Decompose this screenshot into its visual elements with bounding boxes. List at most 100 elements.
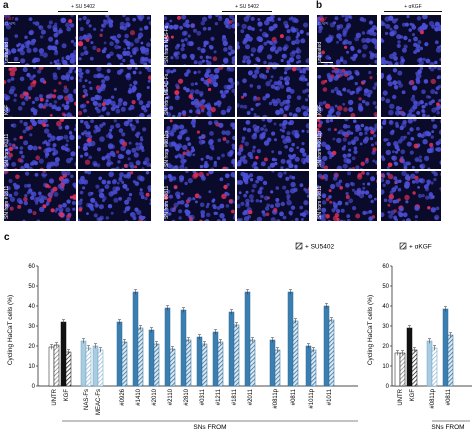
x-tick-label: #0311 xyxy=(200,388,206,405)
bar-n2010-s1 xyxy=(153,343,160,387)
row-label-a-left-3: SN from #1811 xyxy=(4,185,10,219)
y-tick-label: 0 xyxy=(386,384,390,390)
bar-n0811-s0 xyxy=(287,291,294,387)
bar-n0811p-s1 xyxy=(274,349,281,387)
row-label-b-0: untreated xyxy=(317,41,323,63)
legend-label: + αKGF xyxy=(409,244,432,251)
bar-UNTR-s1 xyxy=(399,352,406,387)
x-tick-label: #0811p xyxy=(430,388,436,408)
x-tick-label: #1211 xyxy=(216,388,222,405)
y-axis-label: Cycling HaCaT cells (%) xyxy=(367,295,374,365)
bar-n2810-s0 xyxy=(180,309,187,387)
x-tick-label: UNTR xyxy=(52,388,58,405)
panel-b-header: + αKGF xyxy=(404,4,422,10)
bar-n1011-s1 xyxy=(328,319,335,387)
micrograph-a-right-su-1 xyxy=(236,66,310,118)
bar-n0811-s1 xyxy=(292,320,299,387)
bar-KGF-s0 xyxy=(60,321,67,387)
y-tick-label: 30 xyxy=(28,324,35,330)
y-tick-label: 30 xyxy=(382,324,389,330)
bar-UNTR-s0 xyxy=(48,346,55,387)
panel-c-chart: c 0 10 20 30 40 50 60 UNTR KGF NAS-Fs MEAC-Fs #092… xyxy=(4,232,358,431)
row-label-a-left-0: untreated xyxy=(4,41,10,63)
row-label-b-1: KGF xyxy=(317,104,323,115)
bar-n0926-s0 xyxy=(116,321,123,387)
bar-n1211-s1 xyxy=(217,341,224,387)
bar-n1211-s0 xyxy=(212,331,219,387)
x-tick-label: #0811 xyxy=(446,388,452,405)
x-tick-label: NAS-Fs xyxy=(84,389,90,410)
bar-UNTR-s1 xyxy=(53,344,60,387)
legend-swatch-hatched xyxy=(295,242,303,250)
bar-NAS-Fs-s0 xyxy=(80,340,87,387)
y-tick-label: 20 xyxy=(28,344,35,350)
panel-a-header-left-line xyxy=(58,11,108,12)
bar-n1410-s0 xyxy=(132,291,139,387)
row-label-a-left-1: KGF xyxy=(4,104,10,115)
x-tick-label: MEAC-Fs xyxy=(96,389,102,415)
bar-UNTR-s0 xyxy=(394,352,401,387)
x-tick-label: #1811 xyxy=(232,388,238,405)
micrograph-a-left-su-3 xyxy=(77,170,152,222)
bar-MEAC-Fs-s0 xyxy=(92,345,99,387)
bar-KGF-s1 xyxy=(411,349,418,387)
row-label-b-3: SN from #0811 xyxy=(317,185,323,219)
x-tick-label: #2110 xyxy=(168,388,174,405)
panel-d-legend: + αKGF xyxy=(399,242,432,251)
bar-n0811-s1 xyxy=(447,334,454,387)
panel-b-scalebar xyxy=(321,62,333,63)
row-label-a-left-2: SN from #0311 xyxy=(4,133,10,167)
panel-b-letter: b xyxy=(316,0,323,11)
micrograph-a-left-3 xyxy=(3,170,77,222)
x-tick-label: #2010 xyxy=(152,388,158,405)
x-tick-label: #1011 xyxy=(327,388,333,405)
panel-a-scalebar xyxy=(8,62,20,63)
x-tick-label: #2011 xyxy=(248,388,254,405)
bar-n0311-s1 xyxy=(201,343,208,387)
bar-n1811-s1 xyxy=(233,324,240,387)
panel-c-legend: + SU5402 xyxy=(295,242,334,251)
x-tick-label: #0926 xyxy=(120,388,126,405)
x-tick-label: KGF xyxy=(64,389,70,402)
micrograph-b-2 xyxy=(316,118,378,170)
bar-n1410-s1 xyxy=(137,327,144,387)
x-tick-label: #0811 xyxy=(291,388,297,405)
y-tick-label: 10 xyxy=(28,364,35,370)
bar-n0811p-s0 xyxy=(269,339,276,387)
y-tick-label: 40 xyxy=(382,304,389,310)
bar-n0311-s0 xyxy=(196,336,203,387)
micrograph-a-left-2 xyxy=(3,118,77,170)
panel-b-dapi-label: DAPI xyxy=(318,21,329,26)
y-tick-label: 10 xyxy=(382,364,389,370)
y-tick-label: 50 xyxy=(382,284,389,290)
row-label-a-right-1: SN from MEAC-Fs xyxy=(164,73,170,115)
bar-n0811p-s0 xyxy=(426,340,433,387)
micrograph-b-akgf-2 xyxy=(380,118,442,170)
bar-n2011-s1 xyxy=(249,339,256,387)
x-tick-label: UNTR xyxy=(398,388,404,405)
bar-n0811p-s1 xyxy=(431,347,438,387)
bar-KGF-s0 xyxy=(406,327,413,387)
micrograph-a-left-su-2 xyxy=(77,118,152,170)
bar-KGF-s1 xyxy=(65,351,72,387)
micrograph-b-akgf-3 xyxy=(380,170,442,222)
x-tick-label: #0811p xyxy=(273,388,279,408)
bar-n0926-s1 xyxy=(121,341,128,387)
micrograph-a-right-su-2 xyxy=(236,118,310,170)
panel-c-letter: c xyxy=(4,232,10,243)
x-tick-label: #1410 xyxy=(136,388,142,405)
micrograph-a-right-0 xyxy=(163,14,236,66)
micrograph-b-0 xyxy=(316,14,378,66)
micrograph-a-left-0 xyxy=(3,14,77,66)
x-group-label: SNs FROM xyxy=(431,424,464,431)
micrograph-a-right-3 xyxy=(163,170,236,222)
panel-a-dapi-label: DAPI xyxy=(5,21,16,26)
panel-a-header-right: + SU 5402 xyxy=(235,4,259,10)
bar-n1811-s0 xyxy=(228,311,235,387)
row-label-b-2: SN from #0811p xyxy=(317,130,323,167)
panel-a-ki67-label: Ki67 xyxy=(5,16,15,21)
micrograph-a-right-su-0 xyxy=(236,14,310,66)
bar-MEAC-Fs-s1 xyxy=(97,349,104,387)
bar-n1011p-s1 xyxy=(310,349,317,387)
